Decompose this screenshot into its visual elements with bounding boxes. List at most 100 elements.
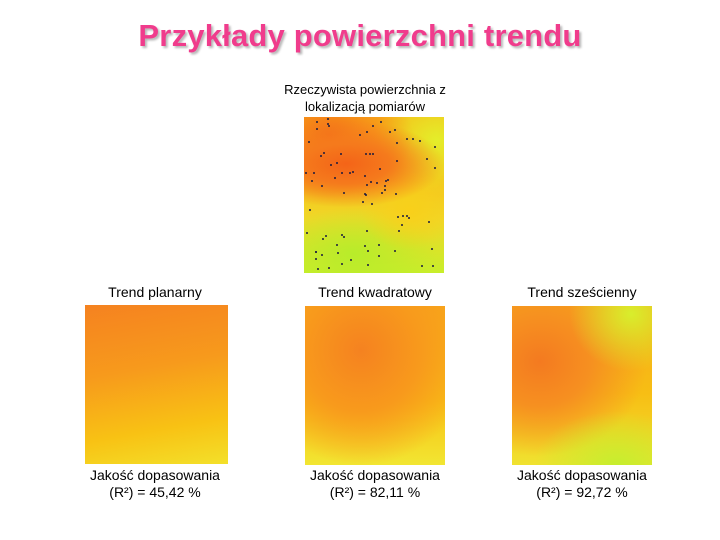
- measurement-point: [401, 224, 403, 226]
- measurement-point: [341, 172, 343, 174]
- measurement-point: [428, 221, 430, 223]
- measurement-point: [365, 153, 367, 155]
- measurement-point: [313, 172, 315, 174]
- measurement-point: [364, 193, 366, 195]
- measurement-point: [350, 259, 352, 261]
- measurement-point: [308, 141, 310, 143]
- measurement-point: [364, 245, 366, 247]
- cubic-trend-map: [512, 306, 652, 465]
- measurement-point: [412, 138, 414, 140]
- measurement-point: [320, 155, 322, 157]
- actual-surface-map: [304, 117, 444, 273]
- measurement-point: [327, 123, 329, 125]
- measurement-point: [325, 235, 327, 237]
- measurement-point: [337, 252, 339, 254]
- planar-fit-label: Jakość dopasowania: [90, 467, 220, 483]
- measurement-point: [321, 254, 323, 256]
- cubic-fit-value: (R²) = 92,72 %: [536, 484, 628, 500]
- measurement-point: [381, 192, 383, 194]
- main-map-caption: Rzeczywista powierzchnia z lokalizacją p…: [240, 81, 490, 115]
- measurement-point: [434, 167, 436, 169]
- measurement-point: [328, 267, 330, 269]
- measurement-point: [349, 172, 351, 174]
- cubic-fit-label: Jakość dopasowania: [517, 467, 647, 483]
- measurement-point: [406, 215, 408, 217]
- measurement-point: [365, 194, 367, 196]
- measurement-point: [372, 125, 374, 127]
- main-map-caption-line2: lokalizacją pomiarów: [305, 99, 425, 114]
- cubic-fit-quality: Jakość dopasowania (R²) = 92,72 %: [497, 467, 667, 501]
- measurement-point: [322, 238, 324, 240]
- measurement-point: [395, 193, 397, 195]
- measurement-point: [372, 153, 374, 155]
- measurement-point: [315, 258, 317, 260]
- measurement-point: [366, 230, 368, 232]
- measurement-point: [317, 268, 319, 270]
- measurement-point: [327, 118, 329, 120]
- measurement-point: [311, 180, 313, 182]
- measurement-point: [376, 182, 378, 184]
- measurement-point: [364, 175, 366, 177]
- measurement-point: [309, 209, 311, 211]
- quadratic-fit-quality: Jakość dopasowania (R²) = 82,11 %: [290, 467, 460, 501]
- measurement-point: [330, 164, 332, 166]
- measurement-point: [306, 232, 308, 234]
- measurement-point: [352, 171, 354, 173]
- measurement-point: [431, 248, 433, 250]
- measurement-point: [341, 263, 343, 265]
- measurement-point: [396, 142, 398, 144]
- measurement-point: [421, 265, 423, 267]
- measurement-point: [315, 251, 317, 253]
- measurement-point: [371, 203, 373, 205]
- planar-fit-value: (R²) = 45,42 %: [109, 484, 201, 500]
- measurement-point: [380, 121, 382, 123]
- measurement-point: [384, 189, 386, 191]
- measurement-point: [334, 177, 336, 179]
- measurement-point: [378, 244, 380, 246]
- measurement-point: [340, 153, 342, 155]
- measurement-point: [343, 192, 345, 194]
- measurement-point: [426, 158, 428, 160]
- measurement-point: [323, 152, 325, 154]
- measurement-point: [362, 201, 364, 203]
- measurement-point: [434, 146, 436, 148]
- quadratic-fit-label: Jakość dopasowania: [310, 467, 440, 483]
- measurement-point: [367, 264, 369, 266]
- planar-trend-map: [85, 305, 228, 464]
- main-map-caption-line1: Rzeczywista powierzchnia z: [284, 82, 446, 97]
- measurement-point: [366, 131, 368, 133]
- quadratic-trend-map: [305, 306, 445, 465]
- measurement-point: [384, 185, 386, 187]
- measurement-point: [328, 125, 330, 127]
- measurement-point: [336, 162, 338, 164]
- measurement-point: [316, 128, 318, 130]
- measurement-point: [419, 140, 421, 142]
- measurement-point: [359, 134, 361, 136]
- measurement-point: [385, 180, 387, 182]
- measurement-point: [387, 179, 389, 181]
- measurement-point: [394, 250, 396, 252]
- measurement-point: [402, 215, 404, 217]
- quadratic-fit-value: (R²) = 82,11 %: [329, 484, 421, 500]
- measurement-point: [321, 185, 323, 187]
- measurement-point: [369, 153, 371, 155]
- measurement-point: [367, 250, 369, 252]
- measurement-point: [305, 172, 307, 174]
- measurement-point: [408, 217, 410, 219]
- measurement-point: [366, 184, 368, 186]
- measurement-point: [341, 234, 343, 236]
- measurement-point: [396, 160, 398, 162]
- measurement-point: [432, 265, 434, 267]
- measurement-point: [398, 230, 400, 232]
- planar-fit-quality: Jakość dopasowania (R²) = 45,42 %: [70, 467, 240, 501]
- slide-title: Przykłady powierzchni trendu: [138, 18, 582, 53]
- measurement-point: [370, 181, 372, 183]
- cubic-trend-label: Trend sześcienny: [527, 284, 637, 300]
- measurement-point: [406, 138, 408, 140]
- measurement-point: [394, 129, 396, 131]
- measurement-point: [316, 121, 318, 123]
- measurement-point: [379, 168, 381, 170]
- measurement-point: [389, 131, 391, 133]
- measurement-point: [397, 216, 399, 218]
- quadratic-trend-label: Trend kwadratowy: [318, 284, 432, 300]
